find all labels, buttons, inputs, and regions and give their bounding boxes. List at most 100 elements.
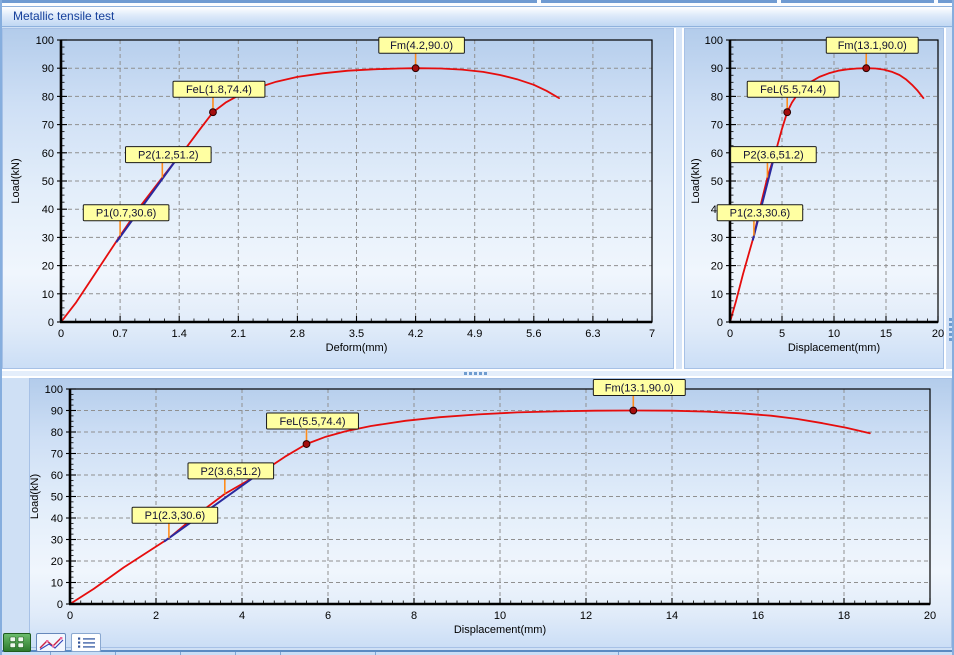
view-toolbar (3, 633, 101, 652)
svg-text:10: 10 (494, 610, 506, 622)
svg-text:50: 50 (51, 492, 63, 504)
svg-text:Load(kN): Load(kN) (29, 474, 41, 519)
svg-text:6: 6 (325, 610, 331, 622)
svg-text:2: 2 (153, 610, 159, 622)
svg-text:60: 60 (711, 148, 723, 160)
svg-text:FeL(5.5,74.4): FeL(5.5,74.4) (279, 416, 345, 428)
chart-panel-displacement-small: 051015200102030405060708090100Displaceme… (684, 28, 944, 369)
svg-text:P2(3.6,51.2): P2(3.6,51.2) (743, 150, 804, 162)
splitter-grip-icon (464, 372, 487, 375)
svg-text:4: 4 (239, 610, 245, 622)
svg-text:40: 40 (42, 204, 54, 216)
svg-text:90: 90 (711, 63, 723, 75)
svg-text:P1(0.7,30.6): P1(0.7,30.6) (96, 208, 157, 220)
svg-text:70: 70 (42, 120, 54, 132)
svg-text:10: 10 (828, 328, 840, 340)
svg-text:0: 0 (727, 328, 733, 340)
svg-text:100: 100 (705, 35, 723, 47)
svg-text:1.4: 1.4 (172, 328, 187, 340)
svg-text:60: 60 (51, 470, 63, 482)
svg-text:2.1: 2.1 (231, 328, 246, 340)
displacement-load-chart-large[interactable]: 024681012141618200102030405060708090100D… (30, 379, 951, 647)
svg-text:18: 18 (838, 610, 850, 622)
toolbar-edge-line (0, 0, 537, 3)
svg-text:60: 60 (42, 148, 54, 160)
svg-text:20: 20 (51, 556, 63, 568)
curve-view-button[interactable] (36, 633, 66, 652)
svg-text:4.2: 4.2 (408, 328, 423, 340)
svg-text:8: 8 (411, 610, 417, 622)
svg-text:30: 30 (711, 232, 723, 244)
svg-text:P1(2.3,30.6): P1(2.3,30.6) (145, 510, 206, 522)
tile-view-icon (8, 636, 26, 649)
svg-text:80: 80 (711, 91, 723, 103)
svg-text:70: 70 (51, 449, 63, 461)
svg-text:20: 20 (711, 261, 723, 273)
svg-text:3.5: 3.5 (349, 328, 364, 340)
svg-text:Fm(4.2,90.0): Fm(4.2,90.0) (390, 40, 453, 52)
svg-text:16: 16 (752, 610, 764, 622)
svg-text:6.3: 6.3 (585, 328, 600, 340)
svg-text:50: 50 (42, 176, 54, 188)
svg-text:4.9: 4.9 (467, 328, 482, 340)
svg-text:0: 0 (58, 328, 64, 340)
svg-text:P2(1.2,51.2): P2(1.2,51.2) (138, 150, 199, 162)
svg-text:7: 7 (649, 328, 655, 340)
curve-view-icon (38, 635, 64, 650)
toolbar-edge-line (781, 0, 934, 3)
svg-text:Fm(13.1,90.0): Fm(13.1,90.0) (605, 383, 674, 395)
svg-text:100: 100 (36, 35, 54, 47)
svg-text:Load(kN): Load(kN) (10, 158, 22, 203)
svg-text:Displacement(mm): Displacement(mm) (788, 342, 880, 354)
svg-text:P2(3.6,51.2): P2(3.6,51.2) (201, 466, 262, 478)
svg-text:10: 10 (42, 289, 54, 301)
data-grid-header-partial (0, 650, 954, 655)
application-window: Metallic tensile test 0 0.7 1.4 2.1 2.8 3.5 4.… (0, 0, 954, 655)
svg-text:5.6: 5.6 (526, 328, 541, 340)
tile-view-button[interactable] (3, 633, 31, 652)
svg-text:Deform(mm): Deform(mm) (326, 342, 388, 354)
svg-text:P1(2.3,30.6): P1(2.3,30.6) (730, 208, 791, 220)
svg-text:10: 10 (51, 578, 63, 590)
svg-text:0.7: 0.7 (112, 328, 127, 340)
chart-panel-displacement-large: 024681012141618200102030405060708090100D… (29, 378, 952, 648)
svg-text:50: 50 (711, 176, 723, 188)
window-border-left (0, 0, 2, 655)
vertical-splitter[interactable] (674, 28, 684, 369)
svg-text:90: 90 (42, 63, 54, 75)
svg-text:100: 100 (45, 384, 63, 396)
toolbar-edge-line (541, 0, 777, 3)
svg-text:Load(kN): Load(kN) (690, 158, 702, 203)
svg-text:12: 12 (580, 610, 592, 622)
panel-title: Metallic tensile test (13, 9, 114, 23)
svg-text:0: 0 (717, 317, 723, 329)
svg-text:0: 0 (48, 317, 54, 329)
svg-text:20: 20 (932, 328, 944, 340)
svg-text:FeL(1.8,74.4): FeL(1.8,74.4) (186, 84, 252, 96)
svg-text:15: 15 (880, 328, 892, 340)
svg-text:20: 20 (42, 261, 54, 273)
svg-text:5: 5 (779, 328, 785, 340)
list-view-button[interactable] (71, 633, 101, 652)
svg-text:80: 80 (42, 91, 54, 103)
svg-text:0: 0 (57, 599, 63, 611)
svg-text:20: 20 (924, 610, 936, 622)
horizontal-splitter[interactable] (2, 369, 952, 378)
svg-text:Fm(13.1,90.0): Fm(13.1,90.0) (838, 40, 907, 52)
svg-text:30: 30 (42, 232, 54, 244)
svg-text:30: 30 (51, 535, 63, 547)
svg-text:Displacement(mm): Displacement(mm) (454, 624, 546, 636)
svg-text:14: 14 (666, 610, 678, 622)
svg-text:40: 40 (51, 513, 63, 525)
svg-text:70: 70 (711, 120, 723, 132)
svg-text:FeL(5.5,74.4): FeL(5.5,74.4) (760, 84, 826, 96)
svg-text:80: 80 (51, 427, 63, 439)
svg-text:90: 90 (51, 406, 63, 418)
displacement-load-chart-small[interactable]: 051015200102030405060708090100Displaceme… (685, 29, 943, 368)
svg-text:10: 10 (711, 289, 723, 301)
panel-title-bar: Metallic tensile test (0, 6, 954, 27)
chart-panel-deform: 00.71.42.12.83.54.24.95.66.3701020304050… (2, 28, 674, 369)
svg-text:2.8: 2.8 (290, 328, 305, 340)
deform-load-chart[interactable]: 00.71.42.12.83.54.24.95.66.3701020304050… (3, 29, 673, 368)
list-view-icon (74, 635, 98, 650)
